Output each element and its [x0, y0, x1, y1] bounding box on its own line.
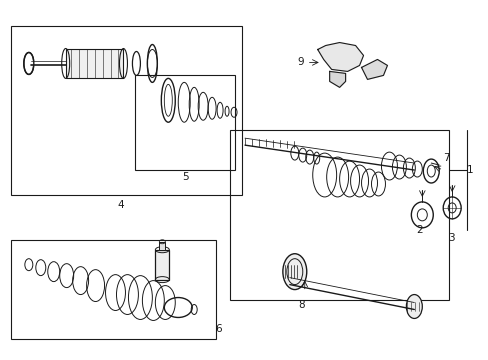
Bar: [135, 75, 235, 170]
Polygon shape: [329, 71, 345, 87]
Text: 6: 6: [215, 324, 221, 334]
Text: 8: 8: [298, 300, 305, 310]
Bar: [229, 130, 448, 300]
Bar: [65, 49, 123, 78]
Text: 2: 2: [415, 225, 422, 235]
Text: 5: 5: [182, 172, 188, 182]
Text: 4: 4: [117, 200, 123, 210]
Polygon shape: [361, 59, 386, 80]
Text: 9: 9: [297, 58, 303, 67]
Bar: [155, 250, 169, 280]
Polygon shape: [317, 42, 363, 71]
Bar: [11, 240, 216, 339]
Bar: [11, 26, 242, 195]
Text: 1: 1: [466, 165, 473, 175]
Ellipse shape: [282, 254, 306, 289]
Text: 7: 7: [442, 153, 448, 163]
Text: 3: 3: [447, 233, 453, 243]
Ellipse shape: [406, 294, 422, 319]
Bar: [159, 242, 165, 250]
